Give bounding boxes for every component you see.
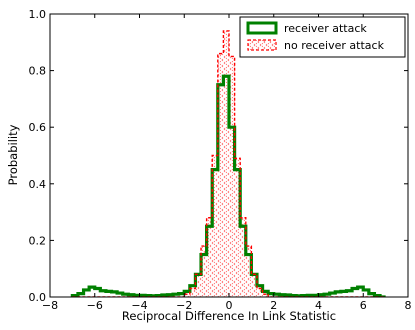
y-tick-label: 0.6	[29, 121, 47, 134]
x-tick-label: −4	[131, 299, 147, 312]
legend-swatch-no-receiver-attack	[247, 39, 277, 51]
x-tick-label: −6	[87, 299, 103, 312]
series-receiver-attack-line	[70, 74, 386, 297]
x-axis-label: Reciprocal Difference In Link Statistic	[122, 309, 336, 323]
series-no-receiver-attack-line	[72, 30, 386, 297]
legend: receiver attack no receiver attack	[239, 16, 406, 58]
x-tick-label: 0	[226, 299, 233, 312]
y-tick-label: 0.8	[29, 65, 47, 78]
series-layer	[70, 30, 386, 297]
axis-ticks: −8 −6 −4 −2 0 2 4 6 8 0.0 0.2 0.4 0.6 0.8 1.0	[29, 8, 412, 312]
y-tick-label: 0.4	[29, 178, 47, 191]
x-tick-label: −2	[176, 299, 192, 312]
y-tick-label: 1.0	[29, 8, 47, 21]
x-tick-label: 2	[270, 299, 277, 312]
x-tick-label: 6	[360, 299, 367, 312]
x-tick-label: −8	[42, 299, 58, 312]
legend-label-no-receiver-attack: no receiver attack	[284, 39, 385, 52]
series-no-receiver-attack-fill	[72, 30, 386, 297]
x-tick-label: 4	[315, 299, 322, 312]
x-tick-label: 8	[405, 299, 412, 312]
legend-label-receiver-attack: receiver attack	[284, 22, 367, 35]
legend-swatch-receiver-attack	[246, 21, 278, 35]
y-tick-label: 0.2	[29, 234, 47, 247]
y-tick-label: 0.0	[29, 291, 47, 304]
y-axis-label: Probability	[6, 124, 20, 185]
